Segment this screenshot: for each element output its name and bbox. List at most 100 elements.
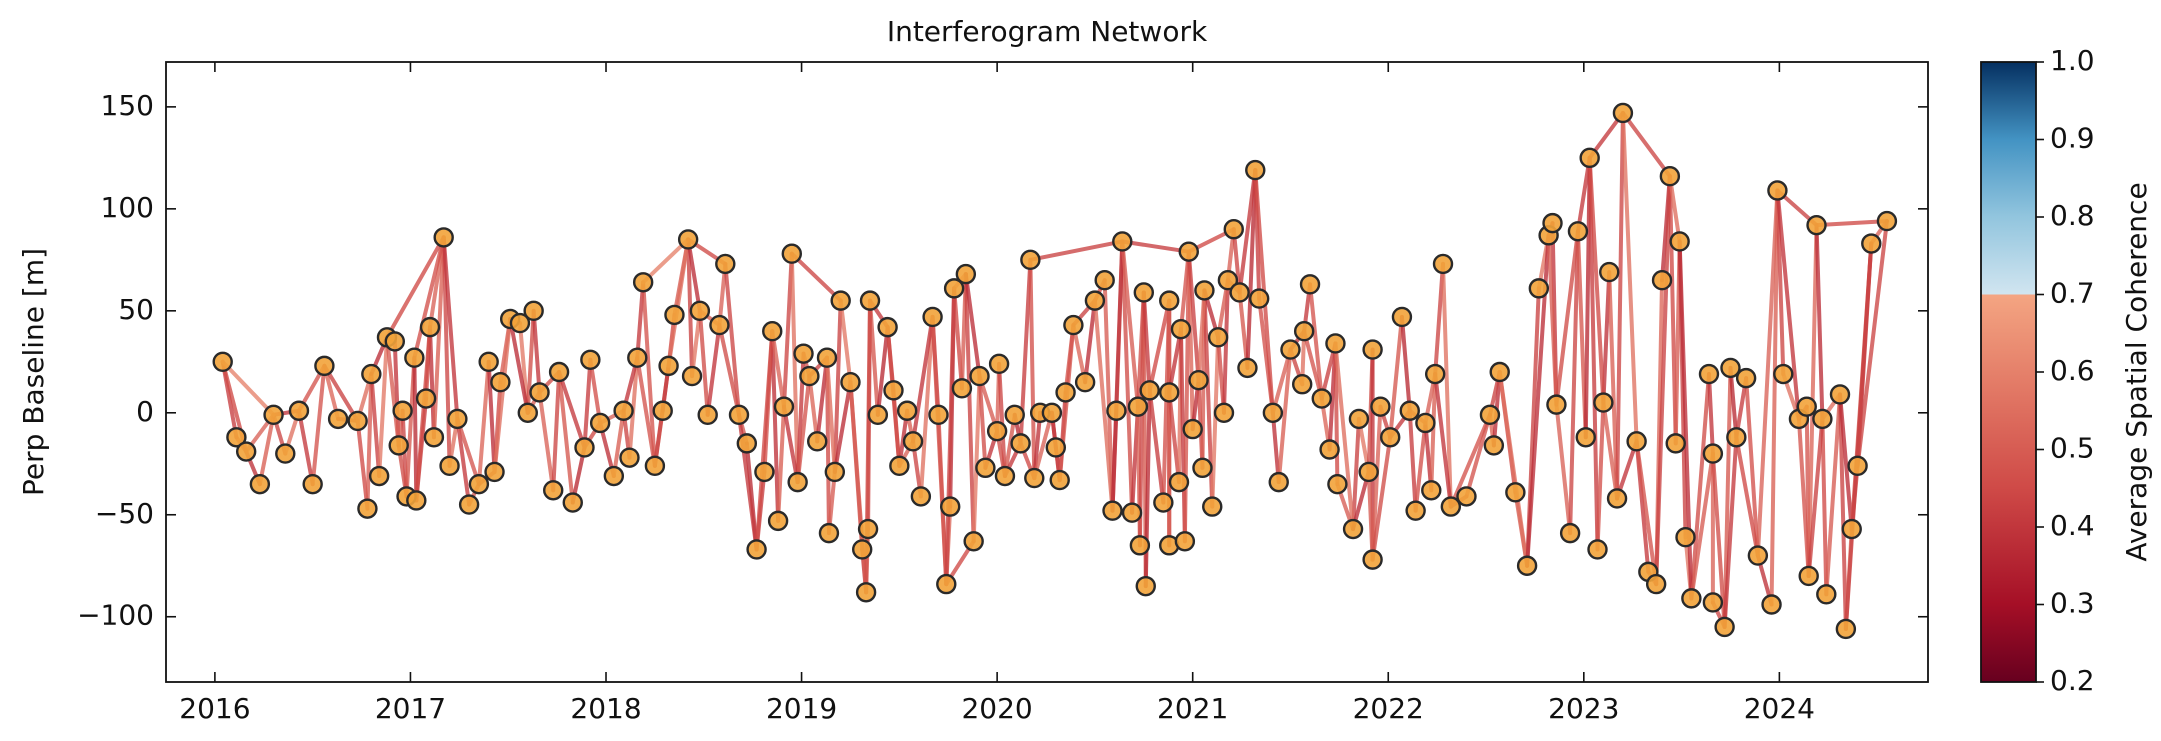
colorbar-tick-label: 0.8	[2050, 199, 2095, 232]
node	[235, 441, 257, 462]
edge	[1147, 388, 1166, 505]
edge	[1601, 400, 1620, 501]
y-axis-label: Perp Baseline [m]	[17, 248, 50, 496]
colorbar-tick-label: 0.2	[2050, 664, 2095, 697]
edge	[1370, 404, 1383, 562]
node	[509, 312, 531, 334]
node	[652, 400, 673, 421]
edge	[1186, 249, 1201, 383]
node	[877, 316, 898, 338]
node	[963, 531, 984, 552]
node	[574, 437, 595, 458]
node	[1829, 384, 1851, 405]
edge	[1689, 451, 1715, 601]
node	[988, 353, 1010, 375]
edge	[441, 235, 460, 421]
node	[1391, 306, 1413, 328]
node	[1102, 500, 1123, 521]
edge	[310, 363, 327, 487]
edge	[455, 416, 481, 487]
x-tick-label: 2018	[570, 692, 641, 725]
node	[603, 465, 625, 487]
node	[1483, 435, 1505, 456]
node	[951, 378, 973, 399]
edge	[1083, 298, 1097, 385]
node	[415, 388, 437, 409]
x-tick-label: 2016	[179, 692, 250, 725]
node	[347, 410, 368, 432]
node	[1659, 166, 1681, 187]
node	[447, 408, 468, 430]
node	[1424, 363, 1446, 385]
node	[580, 349, 601, 370]
edge	[1270, 347, 1293, 415]
node	[1681, 588, 1702, 609]
node	[1612, 102, 1634, 124]
edges	[220, 110, 1889, 631]
node	[1168, 471, 1190, 493]
node	[1170, 318, 1192, 340]
colorbar-tick-label: 0.7	[2050, 277, 2095, 310]
node	[419, 316, 441, 338]
edge	[1441, 261, 1453, 509]
node	[1847, 455, 1868, 477]
x-tick-label: 2021	[1157, 692, 1228, 725]
node	[263, 404, 284, 426]
node	[613, 400, 634, 421]
edge	[1178, 249, 1191, 332]
node	[1370, 396, 1391, 417]
node	[681, 365, 703, 387]
node	[1440, 496, 1462, 517]
node	[943, 278, 965, 299]
edge	[1433, 372, 1453, 509]
edge	[492, 316, 513, 474]
node	[406, 490, 427, 511]
edge	[807, 374, 820, 444]
edge	[838, 298, 853, 385]
node	[368, 465, 390, 487]
edge	[1120, 239, 1191, 254]
node	[1726, 427, 1747, 448]
edge	[1575, 155, 1592, 234]
edge	[1210, 335, 1221, 509]
node	[1237, 357, 1258, 379]
node	[1133, 282, 1155, 303]
edge	[918, 314, 935, 499]
node	[1084, 290, 1106, 311]
y-tick-label: −50	[95, 497, 154, 530]
node	[249, 473, 271, 495]
edge	[1366, 469, 1375, 562]
node	[1213, 402, 1235, 423]
node	[955, 263, 977, 285]
edge	[1429, 372, 1438, 493]
edge	[1147, 298, 1172, 393]
edge	[1135, 290, 1146, 409]
node	[1153, 492, 1174, 513]
node	[1720, 357, 1741, 379]
node	[1665, 433, 1686, 454]
node	[1767, 180, 1788, 201]
edge	[1587, 155, 1600, 552]
node	[1747, 545, 1769, 566]
edge	[1744, 376, 1760, 558]
node	[619, 447, 640, 468]
edge	[476, 359, 491, 487]
colorbar-tick-label: 0.4	[2050, 509, 2095, 542]
node	[1129, 535, 1151, 556]
node	[1063, 314, 1084, 336]
node	[889, 455, 910, 477]
node	[697, 404, 718, 426]
node	[1106, 400, 1127, 421]
node	[1579, 147, 1600, 169]
node	[1505, 482, 1526, 503]
edge	[971, 374, 982, 544]
edge	[1710, 451, 1727, 629]
node	[1362, 549, 1383, 570]
edge	[697, 308, 710, 417]
node	[677, 229, 699, 250]
edge	[1806, 416, 1825, 578]
node	[1217, 270, 1239, 291]
edge	[1654, 174, 1672, 587]
edge	[1722, 435, 1739, 629]
